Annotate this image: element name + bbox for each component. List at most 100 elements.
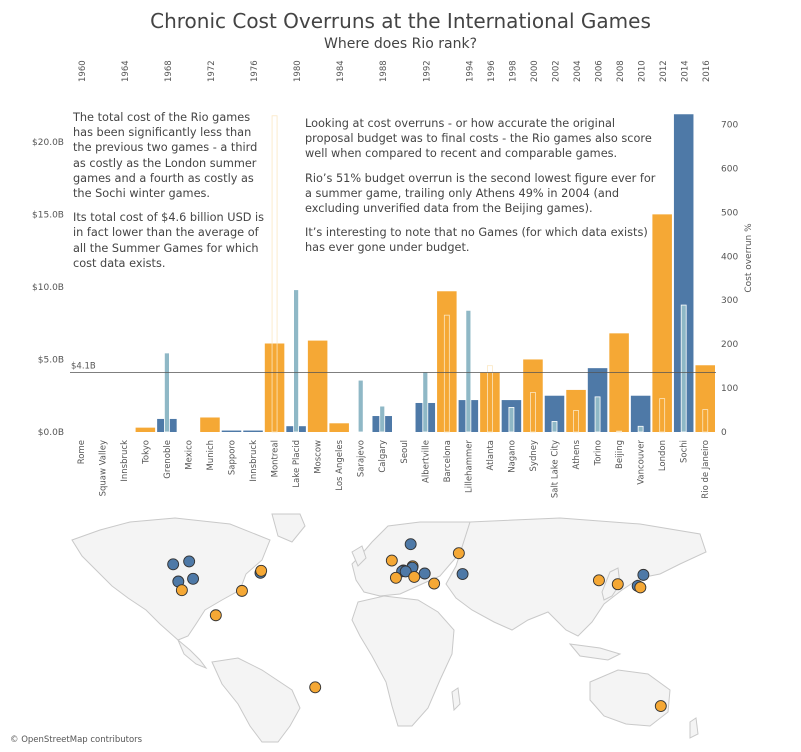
cost-bar xyxy=(307,340,328,432)
city-label: Barcelona xyxy=(443,440,453,482)
top-year-label: 2010 xyxy=(638,60,648,82)
overrun-bar xyxy=(465,309,472,433)
top-year-label: 1960 xyxy=(78,60,88,82)
right-axis-title: Cost overrun % xyxy=(744,223,754,293)
overrun-bar xyxy=(594,396,601,433)
right-tick-label: 200 xyxy=(721,340,738,350)
cost-bar xyxy=(695,365,715,432)
city-label: Sarajevo xyxy=(357,440,367,477)
city-marker xyxy=(255,564,268,577)
top-year-label: 1972 xyxy=(207,60,217,82)
city-label: Rome xyxy=(77,440,87,464)
city-marker xyxy=(611,578,624,591)
cost-bar xyxy=(673,114,694,433)
city-label: Squaw Valley xyxy=(98,440,108,496)
city-marker xyxy=(408,570,421,583)
city-marker xyxy=(167,558,180,571)
land-outlines xyxy=(71,513,707,743)
top-year-label: 1980 xyxy=(293,60,303,82)
city-label: Mexico xyxy=(184,440,194,470)
overrun-bar xyxy=(422,371,429,433)
host-city-map[interactable] xyxy=(0,512,801,752)
cost-bar xyxy=(243,430,263,432)
note-right-paragraph: Looking at cost overruns - or how accura… xyxy=(305,117,652,161)
city-label: Tokyo xyxy=(141,440,151,465)
note-left-paragraph: The total cost of the Rio games has been… xyxy=(73,111,258,201)
cost-bar xyxy=(523,359,543,432)
right-tick-label: 500 xyxy=(721,208,738,218)
city-marker xyxy=(183,555,196,568)
right-tick-label: 0 xyxy=(721,428,727,438)
city-label: Nagano xyxy=(507,440,517,473)
city-marker xyxy=(418,567,431,580)
city-label: Innsbruck xyxy=(120,440,130,482)
cost-overrun-chart: $0.0B $5.0B $10.0B $15.0B $20.0B 0 100 200 300 4… xyxy=(32,60,754,498)
top-year-label: 1964 xyxy=(121,60,131,82)
city-label: Los Angeles xyxy=(335,439,345,490)
city-marker xyxy=(399,565,412,578)
city-marker xyxy=(175,584,188,597)
cost-bar xyxy=(135,427,156,432)
top-year-label: 1988 xyxy=(379,60,389,82)
overrun-bar xyxy=(443,314,450,433)
cost-bar xyxy=(200,417,220,432)
note-right: Looking at cost overruns - or how accura… xyxy=(305,116,665,265)
cost-bar xyxy=(566,389,586,432)
city-marker xyxy=(385,554,398,567)
city-label: Lillehammer xyxy=(464,440,474,493)
top-year-label: 2006 xyxy=(595,60,605,82)
right-tick-label: 700 xyxy=(721,121,738,131)
overrun-bar xyxy=(530,392,536,433)
city-label: Grenoble xyxy=(163,440,173,479)
left-tick-label: $5.0B xyxy=(38,355,64,365)
overrun-bar xyxy=(293,289,300,433)
top-year-label: 2014 xyxy=(681,60,691,82)
chart-subtitle: Where does Rio rank? xyxy=(323,36,478,52)
overrun-bar xyxy=(486,365,493,433)
top-year-label: 1994 xyxy=(465,60,475,82)
top-year-label: 1968 xyxy=(164,60,174,82)
city-label: Moscow xyxy=(314,440,324,474)
cost-bar xyxy=(264,343,285,432)
top-year-label: 1996 xyxy=(487,60,497,82)
overrun-bar xyxy=(616,430,622,433)
left-axis: $0.0B $5.0B $10.0B $15.0B $20.0B xyxy=(32,138,64,438)
right-tick-label: 400 xyxy=(721,252,738,262)
city-label: Albertville xyxy=(421,440,431,483)
left-tick-label: $15.0B xyxy=(32,210,64,220)
city-marker xyxy=(209,609,222,622)
city-label: Vancouver xyxy=(637,440,647,485)
overrun-bar xyxy=(508,407,515,433)
city-marker xyxy=(309,681,322,694)
city-label: Atlanta xyxy=(486,440,496,471)
overrun-bar xyxy=(637,425,644,433)
top-year-label: 2008 xyxy=(616,60,626,82)
city-label: Calgary xyxy=(378,440,388,473)
city-marker xyxy=(452,547,465,560)
city-marker xyxy=(634,581,647,594)
city-label: Sapporo xyxy=(228,440,238,475)
bars xyxy=(135,114,715,433)
city-label: Salt Lake City xyxy=(551,440,561,498)
overrun-bar xyxy=(573,410,579,433)
city-label: Munich xyxy=(206,440,216,471)
average-label: $4.1B xyxy=(71,362,96,372)
map-credit: © OpenStreetMap contributors xyxy=(10,735,143,745)
city-label: Torino xyxy=(594,440,604,466)
city-marker xyxy=(456,568,469,580)
city-label: Seoul xyxy=(400,440,410,464)
city-label: Sochi xyxy=(680,440,690,463)
top-year-label: 2000 xyxy=(530,60,540,82)
city-label: Lake Placid xyxy=(292,440,302,488)
overrun-bar xyxy=(357,379,364,433)
note-right-paragraph: It’s interesting to note that no Games (… xyxy=(305,226,648,255)
overrun-bar xyxy=(379,405,386,433)
cost-bar xyxy=(437,291,457,432)
city-axis: Rome Squaw Valley Innsbruck Tokyo Grenoble Me… xyxy=(77,439,711,498)
overrun-bar xyxy=(680,304,687,433)
cost-bar xyxy=(221,430,242,432)
left-tick-label: $0.0B xyxy=(38,428,64,438)
note-left-paragraph: Its total cost of $4.6 billion USD is in… xyxy=(73,211,265,270)
left-tick-label: $20.0B xyxy=(32,138,64,148)
city-marker xyxy=(389,571,402,584)
